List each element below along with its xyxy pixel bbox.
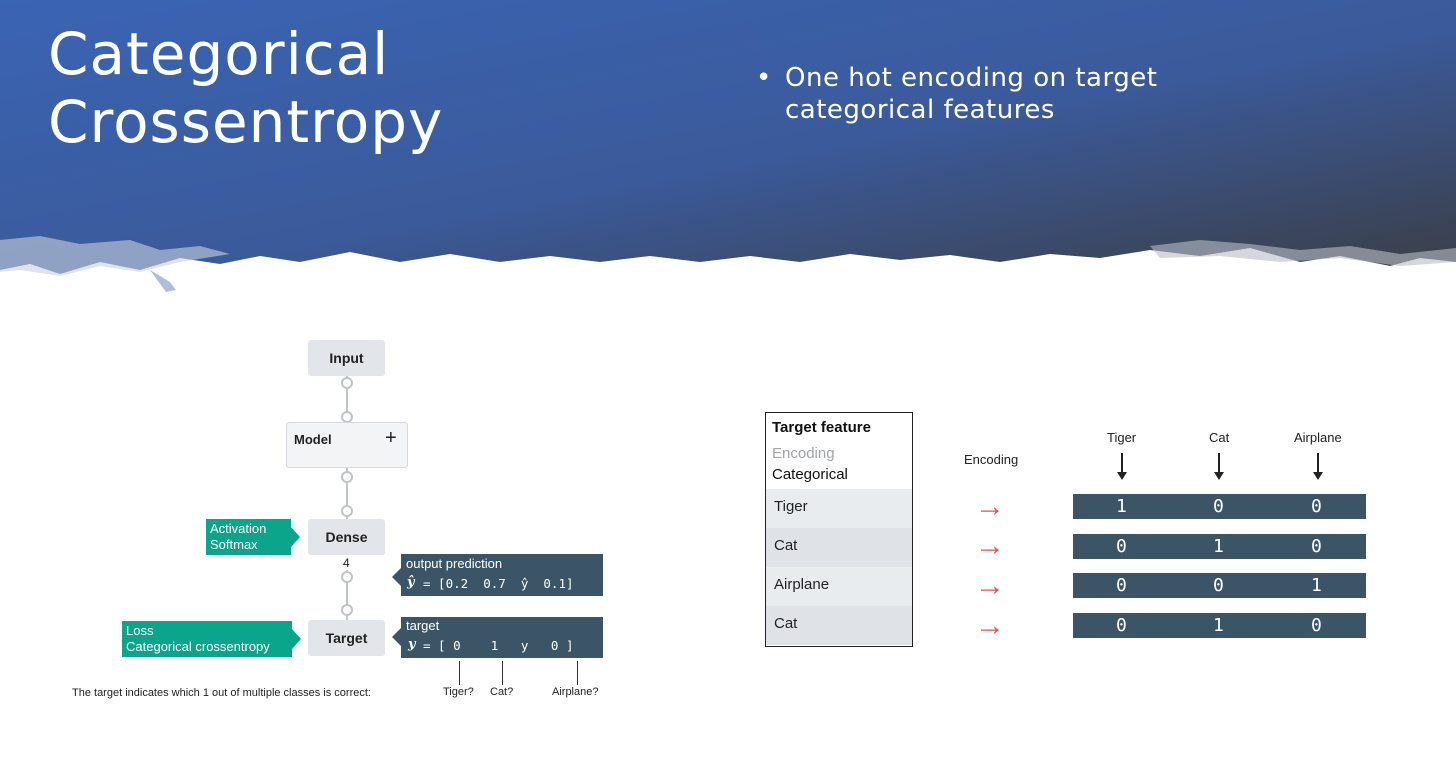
vector-value: 0 <box>1116 575 1127 596</box>
vector-value: 0 <box>1213 575 1224 596</box>
vector-value: 0 <box>1116 536 1127 557</box>
right-arrow-icon: → <box>975 609 1005 642</box>
target-box-pointer <box>392 628 401 646</box>
column-header-cat: Cat <box>1209 430 1230 445</box>
connector-line <box>346 570 348 620</box>
input-node: Input <box>308 340 385 376</box>
vector-value: 0 <box>1311 496 1322 517</box>
target-node-label: Target <box>325 630 368 646</box>
down-arrow-head <box>1117 472 1127 480</box>
column-header-airplane: Airplane <box>1294 430 1342 445</box>
target-box: target y = [ 0 1 y 0 ] <box>401 617 603 658</box>
bullet-text: One hot encoding on target categorical f… <box>785 63 1158 125</box>
vector-value: 0 <box>1311 536 1322 557</box>
right-arrow-icon: → <box>975 529 1005 562</box>
connector-dot <box>341 471 353 483</box>
column-header-tiger: Tiger <box>1107 430 1137 445</box>
right-arrow-icon: → <box>975 569 1005 602</box>
slide-header: Categorical Crossentropy • One hot encod… <box>0 0 1456 300</box>
target-feature-table: Target feature Encoding Categorical Tige… <box>765 412 913 647</box>
dense-node: Dense <box>308 519 385 555</box>
table-header: Target feature Encoding Categorical <box>766 413 912 490</box>
table-row: Tiger <box>766 489 912 528</box>
airplane-pointer-line <box>577 661 578 685</box>
cat-pointer-line <box>502 661 503 685</box>
loss-label: Loss <box>126 623 154 638</box>
input-node-label: Input <box>329 350 364 366</box>
right-arrow-icon: → <box>975 490 1005 523</box>
vector-value: 1 <box>1213 536 1224 557</box>
down-arrow-head <box>1214 472 1224 480</box>
one-hot-vector: 0 0 1 <box>1073 573 1366 598</box>
one-hot-vector: 0 1 0 <box>1073 613 1366 638</box>
dense-node-label: Dense <box>325 529 368 545</box>
diagram-caption: The target indicates which 1 out of mult… <box>72 687 371 699</box>
connector-dot <box>341 571 353 583</box>
target-box-title: target <box>406 618 440 633</box>
model-node: Model + <box>286 422 408 468</box>
table-row: Cat <box>766 528 912 567</box>
connector-dot <box>341 505 353 517</box>
activation-tag: Activation Softmax <box>206 519 291 555</box>
connector-line <box>346 468 348 520</box>
header-background <box>0 0 1456 292</box>
down-arrow-icon <box>1218 453 1220 473</box>
vector-value: 0 <box>1213 496 1224 517</box>
class-label-tiger: Tiger? <box>443 686 474 698</box>
activation-tag-pointer <box>291 527 300 547</box>
table-cell: Cat <box>774 615 798 632</box>
title-line-2: Crossentropy <box>48 88 444 156</box>
title-line-1: Categorical <box>48 20 390 88</box>
table-header-encoding: Encoding <box>772 445 835 462</box>
one-hot-vector: 0 1 0 <box>1073 534 1366 559</box>
target-node: Target <box>308 620 385 656</box>
loss-tag: Loss Categorical crossentropy <box>122 621 292 657</box>
add-icon: + <box>385 427 397 449</box>
connector-dot <box>341 377 353 389</box>
down-arrow-icon <box>1317 453 1319 473</box>
vector-value: 1 <box>1116 496 1127 517</box>
vector-value: 0 <box>1116 615 1127 636</box>
output-prediction-title: output prediction <box>406 556 503 571</box>
table-row: Airplane <box>766 567 912 606</box>
one-hot-vector: 1 0 0 <box>1073 494 1366 519</box>
slide-title: Categorical Crossentropy <box>48 20 443 156</box>
output-box-pointer <box>392 568 401 586</box>
down-arrow-head <box>1313 472 1323 480</box>
table-row: Cat <box>766 606 912 645</box>
bullet-dot: • <box>756 63 772 93</box>
down-arrow-icon <box>1121 453 1123 473</box>
target-box-values: = [ 0 1 y 0 ] <box>423 638 574 653</box>
class-label-cat: Cat? <box>490 686 514 698</box>
target-box-symbol: y <box>408 637 416 652</box>
table-cell: Cat <box>774 537 798 554</box>
activation-label: Activation <box>210 521 267 536</box>
output-prediction-values: = [0.2 0.7 ŷ 0.1] <box>423 576 574 591</box>
connector-dot <box>341 604 353 616</box>
table-header-title: Target feature <box>772 419 871 436</box>
loss-value: Categorical crossentropy <box>126 639 270 654</box>
class-label-airplane: Airplane? <box>552 686 599 698</box>
output-prediction-box: output prediction ŷ = [0.2 0.7 ŷ 0.1] <box>401 554 603 596</box>
vector-value: 1 <box>1213 615 1224 636</box>
loss-tag-pointer <box>292 629 301 649</box>
connector-line <box>346 376 348 422</box>
table-cell: Airplane <box>774 576 830 593</box>
tiger-pointer-line <box>459 661 460 685</box>
activation-value: Softmax <box>210 537 258 552</box>
table-header-categorical: Categorical <box>772 466 848 483</box>
table-cell: Tiger <box>774 498 808 515</box>
dense-units: 4 <box>343 556 350 570</box>
encoding-label: Encoding <box>964 452 1019 467</box>
vector-value: 0 <box>1311 615 1322 636</box>
vector-value: 1 <box>1311 575 1322 596</box>
output-prediction-symbol: ŷ <box>407 575 415 590</box>
model-node-label: Model <box>294 432 332 447</box>
